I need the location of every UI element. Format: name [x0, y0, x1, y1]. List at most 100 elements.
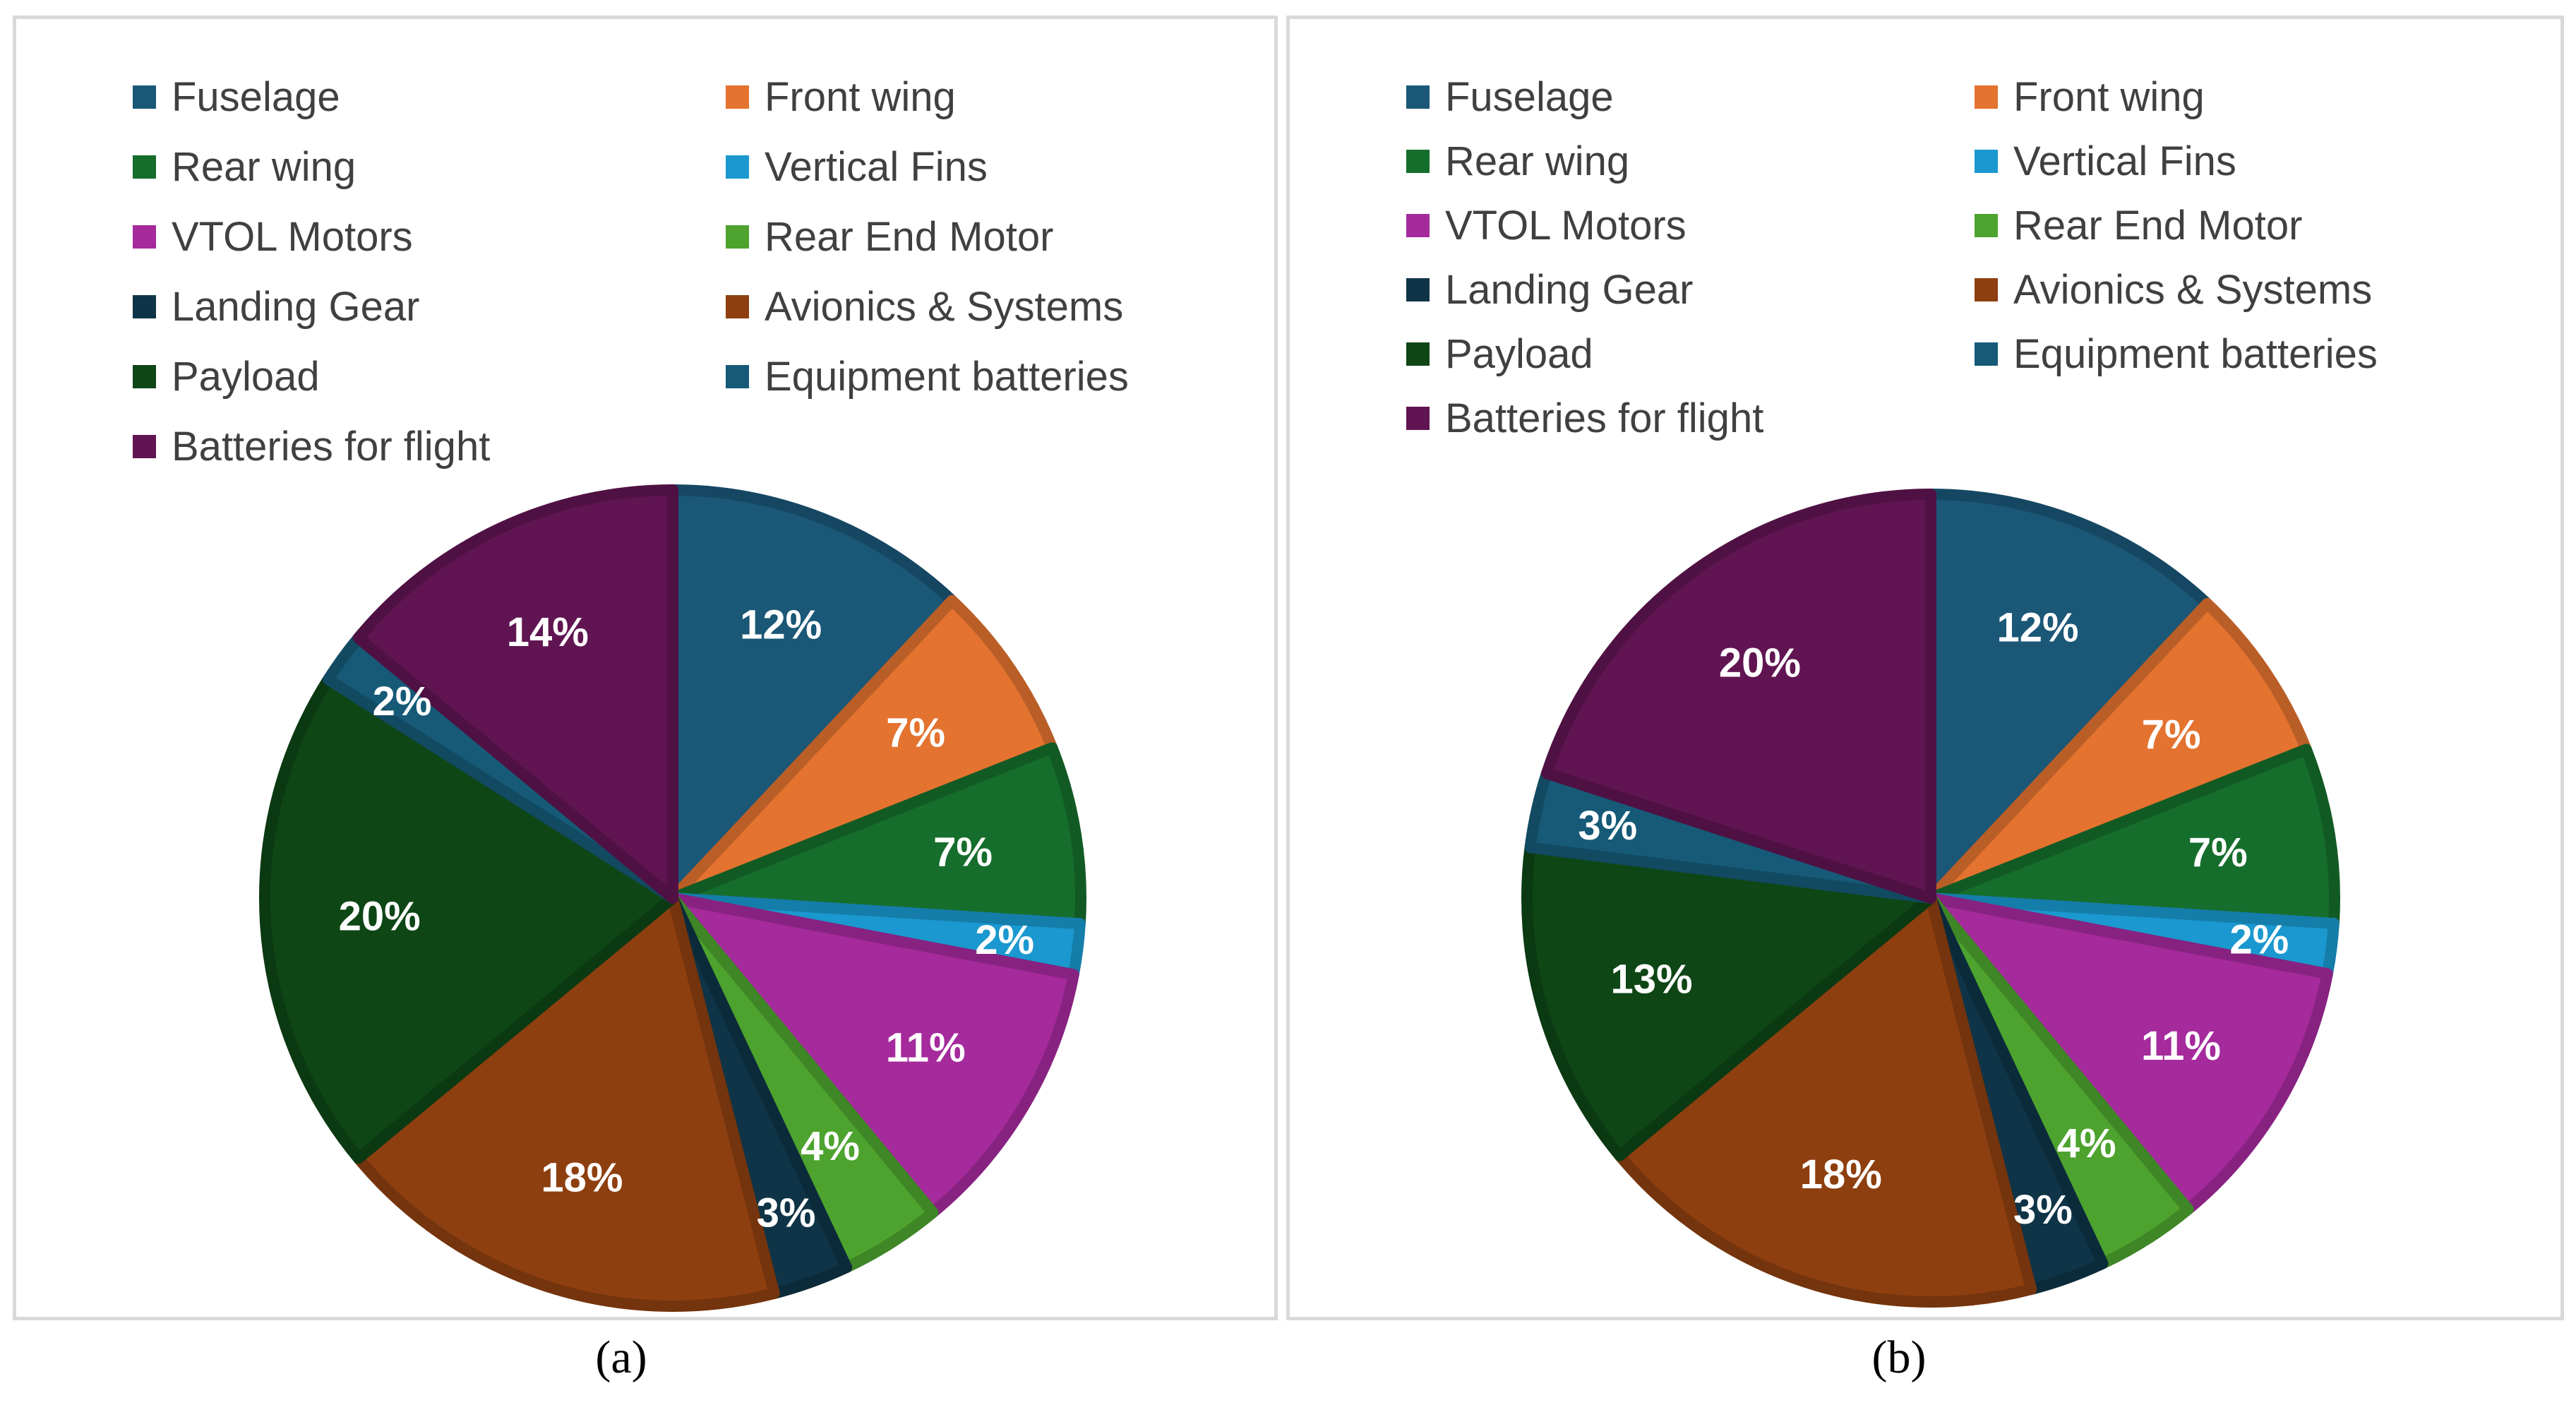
legend-item-batteries-for-flight: Batteries for flight [1406, 390, 1763, 446]
data-label-vertical-fins: 2% [975, 917, 1034, 963]
legend-item-front-wing: Front wing [726, 68, 956, 125]
legend-label: Landing Gear [172, 283, 420, 330]
legend-item-batteries-for-flight: Batteries for flight [133, 418, 490, 474]
legend-label: Rear End Motor [2013, 202, 2303, 249]
legend-swatch [1975, 85, 1998, 109]
legend-label: Avionics & Systems [765, 283, 1124, 330]
legend-swatch [1406, 213, 1430, 237]
legend-label: Fuselage [172, 73, 340, 120]
legend-item-rear-wing: Rear wing [133, 138, 356, 195]
pie-slice-front-wing [667, 595, 1058, 904]
legend-item-vertical-fins: Vertical Fins [726, 138, 988, 195]
data-label-vtol-motors: 11% [886, 1024, 966, 1070]
legend-item-fuselage: Fuselage [1406, 68, 1614, 125]
legend-label: Rear wing [172, 143, 357, 190]
pie-slice-rear-wing [667, 742, 1086, 930]
legend-item-vertical-fins: Vertical Fins [1975, 133, 2236, 189]
legend-swatch [1406, 277, 1430, 301]
data-label-rear-wing: 7% [2188, 830, 2248, 876]
legend-item-avionics-and-systems: Avionics & Systems [1975, 261, 2372, 318]
legend-item-vtol-motors: VTOL Motors [133, 208, 413, 265]
legend-swatch [1406, 149, 1430, 173]
legend-label: Front wing [2013, 73, 2205, 120]
pie-slice-vtol-motors [1925, 892, 2333, 1215]
legend-label: Vertical Fins [2013, 138, 2236, 184]
legend-swatch [1975, 213, 1998, 237]
legend-swatch [133, 85, 156, 109]
legend-label: Batteries for flight [1445, 395, 1764, 441]
pie-slice-batteries-for-flight [352, 484, 678, 904]
legend-a: Fuselage Front wing Rear wing Vertical Fins… [133, 68, 1276, 492]
legend-swatch [1975, 277, 1998, 301]
data-label-batteries-for-flight: 14% [507, 609, 589, 655]
chart-panel-a: Fuselage Front wing Rear wing Vertical Fins… [13, 16, 1278, 1320]
data-label-rear-end-motor: 4% [2057, 1121, 2116, 1166]
caption-a: (a) [595, 1332, 647, 1383]
legend-label: Rear End Motor [765, 213, 1054, 260]
legend-swatch [133, 294, 156, 318]
legend-swatch [1975, 342, 1998, 366]
data-label-fuselage: 12% [740, 602, 822, 648]
legend-label: Vertical Fins [765, 143, 988, 190]
legend-label: Payload [1445, 330, 1593, 377]
legend-swatch [133, 364, 156, 388]
legend-item-payload: Payload [133, 348, 320, 405]
legend-label: Fuselage [1445, 73, 1614, 120]
data-label-landing-gear: 3% [757, 1190, 816, 1236]
pie-slice-fuselage [1925, 489, 2213, 904]
pie-slice-payload [259, 674, 678, 1164]
legend-item-equipment-batteries: Equipment batteries [726, 348, 1129, 405]
data-label-vtol-motors: 11% [2141, 1023, 2221, 1069]
legend-swatch [1406, 85, 1430, 109]
legend-item-rear-end-motor: Rear End Motor [1975, 197, 2302, 253]
legend-item-landing-gear: Landing Gear [1406, 261, 1693, 318]
data-label-payload: 20% [339, 894, 421, 940]
pie-chart-b: 12% 7% 7% 2% 11% 4% 3% 18% 13% 3% 20% [1521, 489, 2340, 1308]
legend-label: Payload [172, 353, 320, 400]
legend-label: Batteries for flight [172, 423, 491, 470]
data-label-rear-end-motor: 4% [801, 1123, 860, 1169]
data-label-equipment-batteries: 2% [373, 679, 432, 724]
legend-swatch [726, 155, 749, 179]
legend-item-equipment-batteries: Equipment batteries [1975, 325, 2378, 382]
data-label-equipment-batteries: 3% [1578, 803, 1637, 849]
legend-b: Fuselage Front wing Rear wing Vertical Fins… [1406, 68, 2550, 492]
legend-swatch [726, 364, 749, 388]
legend-label: Equipment batteries [765, 353, 1129, 400]
legend-swatch [133, 434, 156, 458]
legend-swatch [1406, 342, 1430, 366]
legend-label: Rear wing [1445, 138, 1630, 184]
pie-slice-front-wing [1925, 598, 2312, 904]
legend-swatch [133, 155, 156, 179]
pie-chart-a: 12% 7% 7% 2% 11% 4% 3% 18% 20% 2% 14% [259, 484, 1086, 1312]
data-label-front-wing: 7% [886, 710, 945, 756]
pie-slice-avionics-and-systems [1614, 892, 2037, 1308]
pie-slice-vtol-motors [667, 892, 1079, 1219]
pie-slice-batteries-for-flight [1540, 489, 1936, 904]
data-label-avionics-and-systems: 18% [1800, 1152, 1882, 1197]
legend-swatch [726, 294, 749, 318]
legend-label: Equipment batteries [2013, 330, 2378, 377]
legend-swatch [726, 225, 749, 249]
pie-slice-payload [1521, 842, 1936, 1161]
data-label-rear-wing: 7% [933, 829, 993, 875]
legend-label: VTOL Motors [1445, 202, 1687, 249]
legend-label: Landing Gear [1445, 266, 1694, 313]
legend-item-front-wing: Front wing [1975, 68, 2205, 125]
legend-item-avionics-and-systems: Avionics & Systems [726, 278, 1123, 335]
legend-label: VTOL Motors [172, 213, 413, 260]
data-label-avionics-and-systems: 18% [541, 1154, 623, 1200]
legend-swatch [726, 85, 749, 109]
legend-item-vtol-motors: VTOL Motors [1406, 197, 1687, 253]
legend-swatch [133, 225, 156, 249]
data-label-payload: 13% [1610, 956, 1692, 1002]
data-label-batteries-for-flight: 20% [1719, 640, 1801, 686]
legend-label: Avionics & Systems [2013, 266, 2373, 313]
legend-swatch [1975, 149, 1998, 173]
legend-item-rear-wing: Rear wing [1406, 133, 1629, 189]
chart-panel-b: Fuselage Front wing Rear wing Vertical Fins… [1286, 16, 2564, 1320]
caption-b: (b) [1871, 1332, 1927, 1383]
pie-slice-fuselage [667, 484, 958, 904]
data-label-front-wing: 7% [2142, 712, 2201, 758]
pie-slice-rear-wing [1925, 743, 2340, 929]
